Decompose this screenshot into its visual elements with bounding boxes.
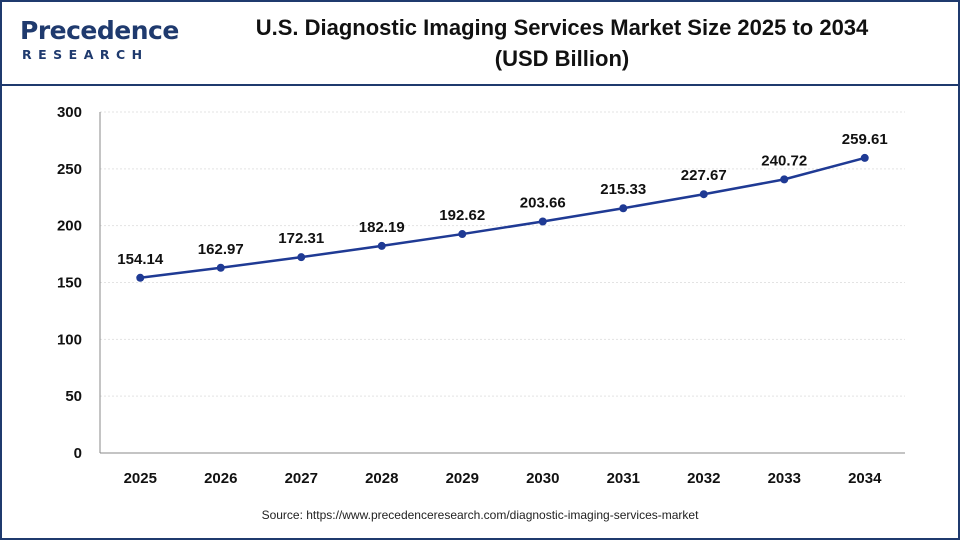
brand-logo: Precedence RESEARCH (20, 16, 179, 68)
data-label: 162.97 (198, 241, 244, 258)
data-point (136, 273, 145, 282)
series-line (140, 156, 866, 280)
brand-tagline: RESEARCH (22, 47, 149, 62)
x-tick-label: 2030 (526, 470, 559, 487)
y-tick-label: 300 (57, 104, 82, 121)
header: Precedence RESEARCH U.S. Diagnostic Imag… (2, 2, 958, 86)
data-point (780, 175, 789, 184)
data-label: 215.33 (600, 181, 646, 198)
data-label: 240.72 (761, 152, 807, 169)
x-tick-label: 2034 (848, 470, 882, 487)
y-tick-label: 0 (74, 445, 82, 462)
data-label: 182.19 (359, 219, 405, 236)
x-tick-label: 2031 (607, 470, 640, 487)
y-tick-label: 100 (57, 331, 82, 348)
data-point (297, 253, 306, 262)
x-tick-label: 2026 (204, 470, 237, 487)
x-tick-label: 2029 (446, 470, 479, 487)
y-tick-label: 150 (57, 275, 82, 292)
x-tick-label: 2025 (124, 470, 157, 487)
chart-title-line2: (USD Billion) (494, 46, 630, 71)
data-label: 227.67 (681, 167, 727, 184)
y-tick-label: 250 (57, 161, 82, 178)
data-label: 154.14 (117, 251, 164, 268)
x-tick-label: 2033 (768, 470, 801, 487)
data-label: 172.31 (278, 230, 324, 247)
chart-title-line1: U.S. Diagnostic Imaging Services Market … (255, 15, 869, 40)
data-label: 192.62 (439, 207, 485, 224)
data-point (377, 241, 386, 250)
data-label: 203.66 (520, 195, 566, 212)
x-tick-label: 2027 (285, 470, 318, 487)
x-tick-label: 2032 (687, 470, 720, 487)
data-point (860, 153, 869, 162)
data-point (699, 190, 708, 199)
data-point (538, 217, 547, 226)
source-note: Source: https://www.precedenceresearch.c… (261, 508, 699, 522)
data-point (216, 263, 225, 272)
brand-name: Precedence (20, 16, 179, 45)
data-point (619, 204, 628, 213)
data-point (458, 230, 467, 239)
data-label: 259.61 (842, 131, 888, 148)
y-tick-label: 50 (65, 388, 82, 405)
chart-title: U.S. Diagnostic Imaging Services Market … (182, 12, 942, 74)
x-tick-label: 2028 (365, 470, 398, 487)
y-tick-label: 200 (57, 218, 82, 235)
